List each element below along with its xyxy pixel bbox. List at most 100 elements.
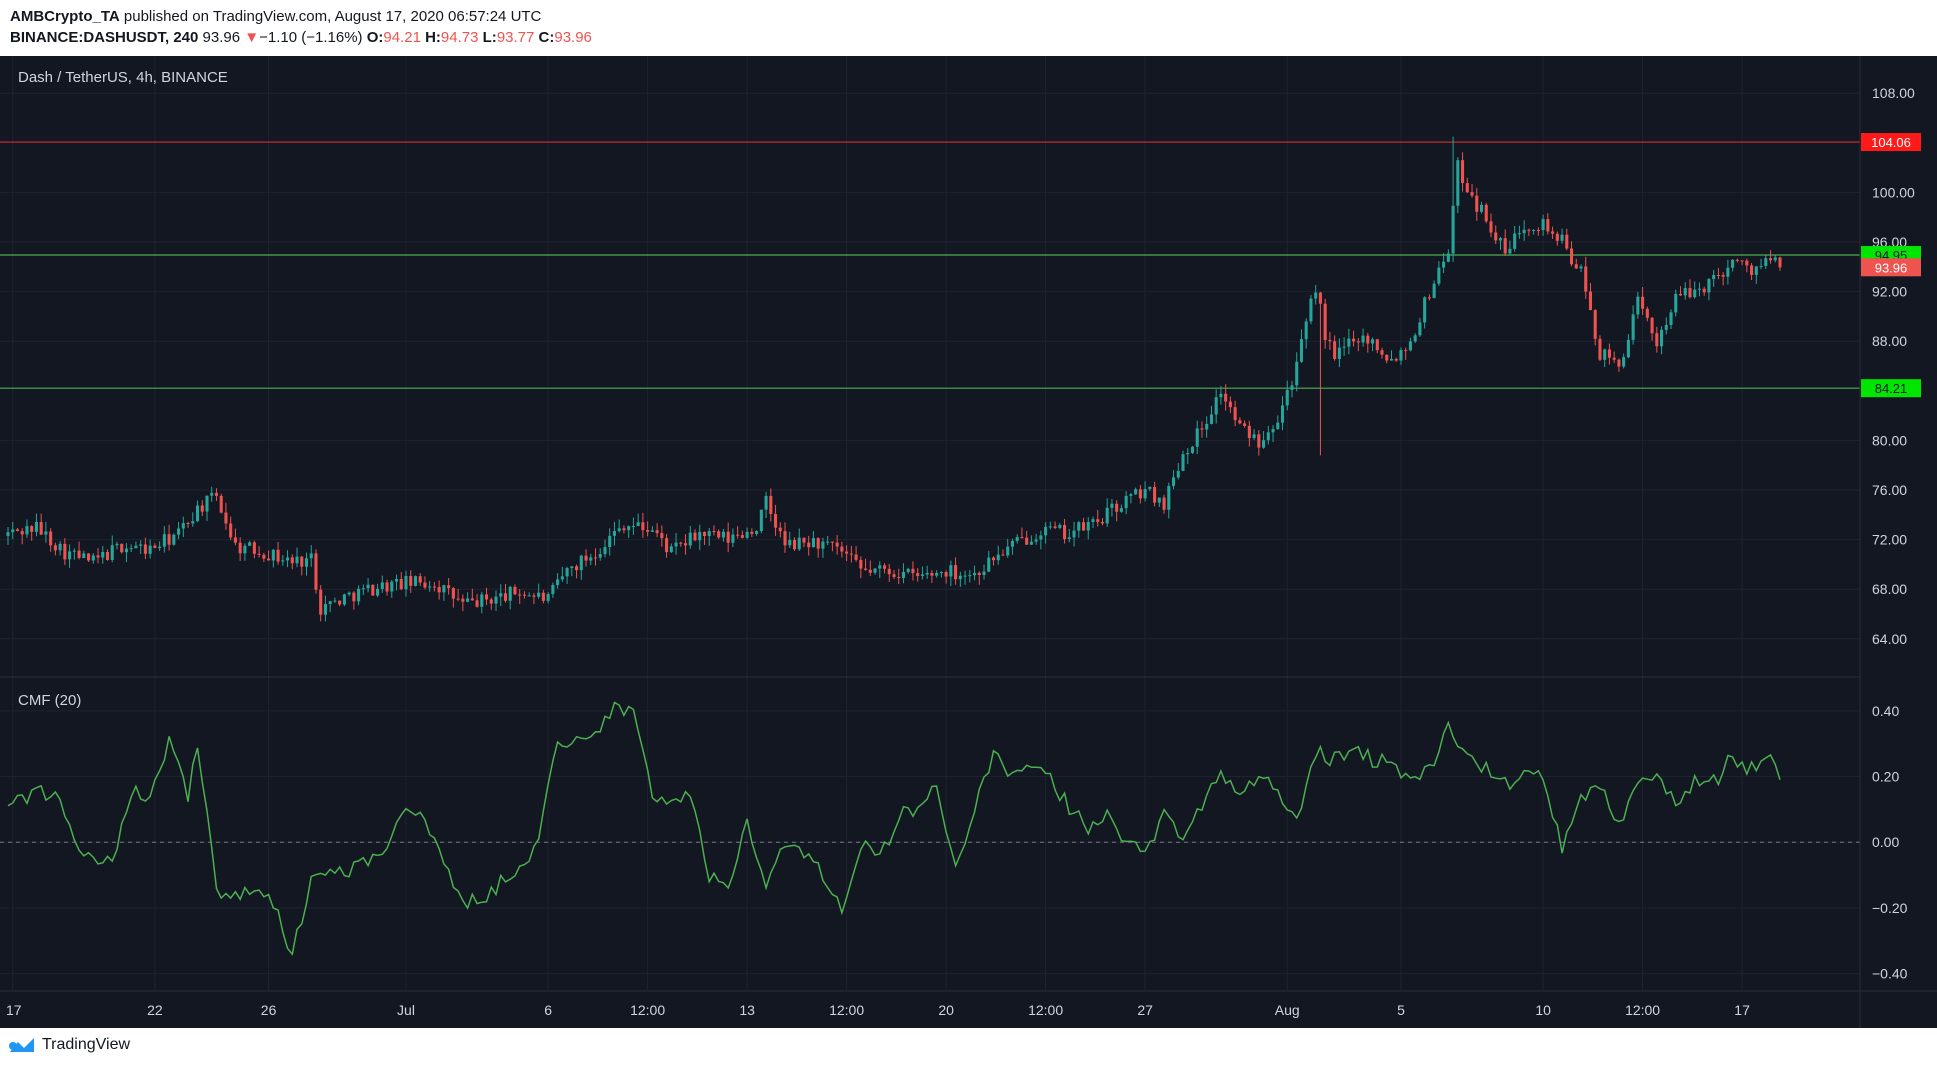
candle-body [1641,296,1645,309]
candle-body [1437,267,1441,284]
candle-body [939,572,943,574]
candle-body [1091,519,1095,523]
candle-body [1527,229,1531,231]
candle-body [1489,221,1493,233]
candle-body [925,572,929,575]
candle-body [1129,494,1133,496]
candle-body [1290,385,1294,390]
candle-body [849,553,853,555]
candle-body [821,541,825,549]
candle-body [1503,238,1507,254]
open-label: O: [366,29,384,46]
candle-body [1740,260,1744,262]
time-tick-label: 6 [544,1002,552,1018]
candle-body [1479,204,1484,212]
candle-body [124,548,128,553]
candle-body [1465,183,1469,193]
candle-body [1257,434,1261,448]
price-tick-label: 80.00 [1872,432,1907,448]
candle-body [973,572,977,576]
candle-body [963,575,967,577]
candle-body [935,572,939,576]
price-tick-label: 68.00 [1872,581,1907,597]
publication-header: AMBCrypto_TA published on TradingView.co… [10,6,1910,50]
candle-body [570,566,574,569]
candle-body [177,528,181,535]
footer-branding[interactable]: TradingView [8,1036,130,1054]
candle-body [641,522,645,531]
time-tick-label: 27 [1137,1002,1153,1018]
candle-body [25,526,29,535]
candle-body [593,557,598,559]
price-tick-label: 64.00 [1872,631,1907,647]
candle-body [423,582,427,588]
candle-body [1337,347,1341,359]
candle-body [802,537,806,543]
candle-body [49,531,53,546]
candle-body [1266,432,1270,441]
candle-body [456,598,460,600]
candle-body [267,558,271,561]
candle-body [1214,397,1218,415]
time-axis[interactable]: 17 22 26 Jul 6 12:00 13 12:00 20 12:00 27 Aug 5 10 12:… [6,1002,1750,1018]
candle-body [792,540,797,550]
cmf-series-line [7,701,1781,956]
cmf-axis[interactable]: −0.40 −0.20 0.00 0.20 0.40 [1872,703,1908,982]
candle-body [1735,259,1739,261]
resistance-level-tag [1861,133,1921,152]
candle-body [636,522,640,526]
candle-body [385,582,389,592]
candle-body [257,553,261,555]
candle-body [252,542,256,554]
candle-body [977,572,981,575]
candle-body [1176,470,1180,478]
candle-body [873,568,877,573]
candle-body [650,530,654,532]
candle-body [669,546,673,553]
candle-body [1029,541,1033,545]
candle-body [432,586,436,588]
candle-body [304,558,309,567]
candle-body [556,579,560,586]
candle-body [233,537,237,543]
candle-body [679,542,683,544]
candle-body [110,545,114,560]
candle-body [105,551,110,560]
candle-body [622,528,626,531]
price-pane-title: Dash / TetherUS, 4h, BINANCE [18,69,228,86]
candle-body [238,542,242,554]
candle-body [134,545,138,549]
cmf-pane[interactable]: CMF (20) [0,692,1860,956]
candle-body [518,594,522,596]
candle-body [1584,266,1588,292]
candle-body [1072,530,1076,538]
candle-body [1612,357,1616,360]
candle-body [1707,279,1711,293]
candle-body [328,601,332,605]
candle-body [1399,350,1403,361]
price-axis[interactable]: 64.00 68.00 72.00 76.00 80.00 88.00 92.00 96.00… [1872,85,1915,647]
candle-body [1100,521,1105,524]
publisher-name[interactable]: AMBCrypto_TA [10,8,120,25]
candle-body [996,554,1000,561]
price-pane[interactable]: Dash / TetherUS, 4h, BINANCE [0,69,1860,622]
candle-body [1408,341,1412,351]
time-tick-label: 12:00 [1625,1002,1660,1018]
candle-body [1352,338,1356,342]
candle-body [1243,423,1247,426]
candle-body [1167,485,1171,510]
candle-body [319,589,323,615]
candle-body [1067,537,1071,540]
candle-body [750,531,754,534]
candle-body [551,585,555,594]
candle-body [1323,303,1327,340]
candle-body [1077,522,1081,531]
last-price-tag [1861,258,1921,277]
chart-canvas[interactable]: Dash / TetherUS, 4h, BINANCE CMF (20) 64… [0,56,1937,1028]
candle-body [1622,357,1626,367]
candle-body [1172,477,1176,486]
candlestick-series [6,136,1782,622]
candle-body [148,545,152,554]
candle-body [1110,503,1114,508]
candle-body [1678,293,1683,296]
